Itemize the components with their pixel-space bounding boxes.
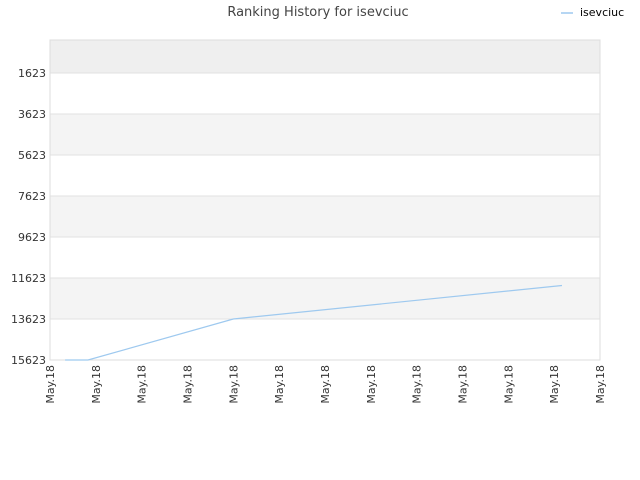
plot-border [49,39,601,361]
y-axis-ticks: 1623 3623 5623 7623 9623 11623 13623 15623 [11,67,46,367]
legend: isevciuc [561,6,624,19]
x-tick-label: May.18 [182,365,195,404]
grid-band [50,114,600,155]
x-axis-ticks: May.18 May.18 May.18 May.18 May.18 May.18 May.… [44,365,607,404]
grid-band [50,278,600,319]
y-tick-label: 5623 [18,149,46,162]
legend-label-isevciuc: isevciuc [580,6,624,19]
x-tick-label: May.18 [319,365,332,404]
x-tick-label: May.18 [548,365,561,404]
grid-band [50,319,600,360]
grid-band [50,196,600,237]
chart-title: Ranking History for isevciuc [227,5,408,20]
y-tick-label: 11623 [11,272,46,285]
x-tick-label: May.18 [411,365,424,404]
x-tick-label: May.18 [227,365,240,404]
x-tick-label: May.18 [502,365,515,404]
grid-bands [50,40,600,360]
grid-band [50,237,600,278]
series-line-isevciuc [65,284,563,361]
x-tick-label: May.18 [457,365,470,404]
y-tick-label: 7623 [18,190,46,203]
y-tick-label: 13623 [11,313,46,326]
x-tick-label: May.18 [44,365,57,404]
x-tick-label: May.18 [90,365,103,404]
grid-band [50,73,600,114]
grid-band [50,155,600,196]
y-tick-label: 9623 [18,231,46,244]
series-layer [65,284,563,361]
x-tick-label: May.18 [365,365,378,404]
x-tick-label: May.18 [273,365,286,404]
grid-lines [50,72,600,361]
y-tick-label: 3623 [18,108,46,121]
y-tick-label: 15623 [11,354,46,367]
x-tick-label: May.18 [136,365,149,404]
y-tick-label: 1623 [18,67,46,80]
x-tick-label: May.18 [594,365,607,404]
grid-band [50,40,600,73]
